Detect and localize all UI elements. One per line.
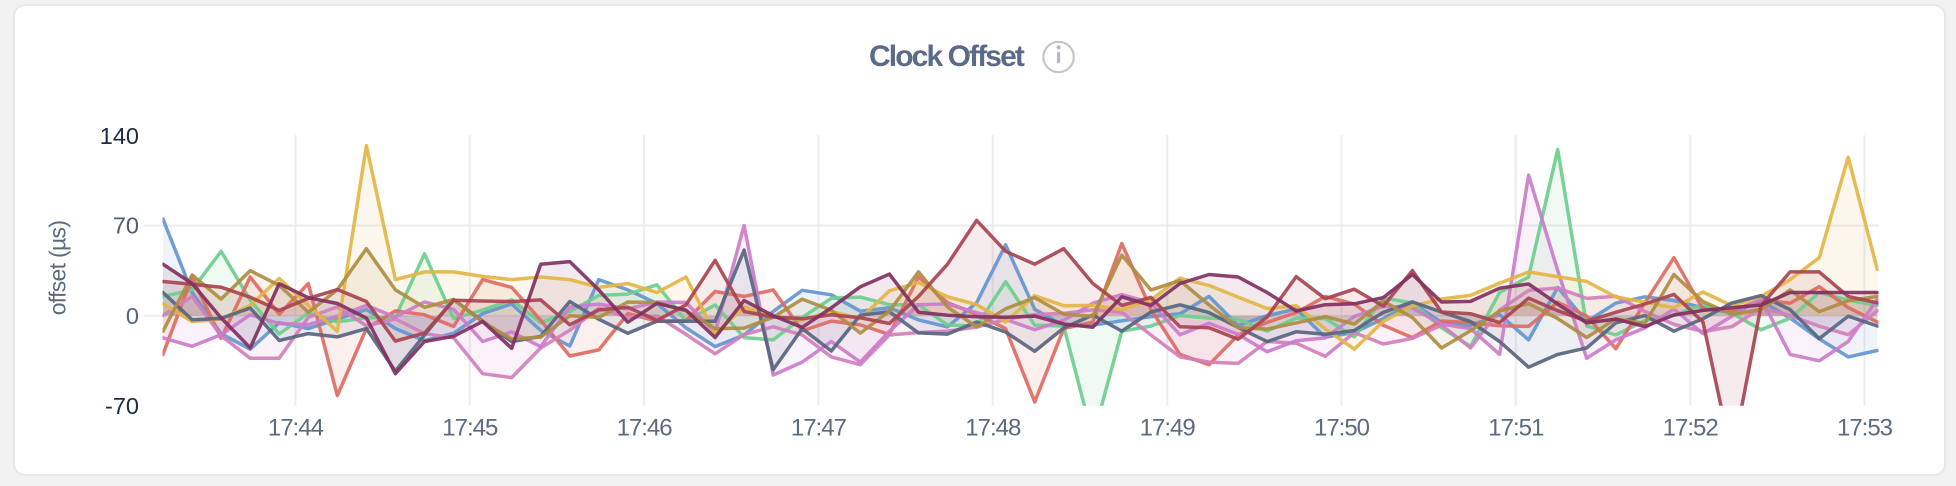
svg-text:70: 70 bbox=[113, 213, 139, 239]
svg-text:17:48: 17:48 bbox=[965, 415, 1021, 442]
svg-text:-70: -70 bbox=[105, 393, 139, 419]
svg-text:17:50: 17:50 bbox=[1314, 415, 1370, 442]
svg-text:Clock Offset: Clock Offset bbox=[869, 40, 1025, 73]
svg-text:140: 140 bbox=[100, 123, 139, 149]
svg-text:17:52: 17:52 bbox=[1663, 415, 1719, 442]
svg-text:17:46: 17:46 bbox=[617, 415, 673, 442]
svg-text:0: 0 bbox=[126, 303, 139, 329]
svg-text:17:44: 17:44 bbox=[268, 415, 324, 442]
svg-text:offset (µs): offset (µs) bbox=[45, 221, 71, 316]
svg-text:17:49: 17:49 bbox=[1140, 415, 1196, 442]
svg-text:17:53: 17:53 bbox=[1837, 415, 1893, 442]
svg-text:17:45: 17:45 bbox=[442, 415, 498, 442]
svg-text:17:51: 17:51 bbox=[1488, 415, 1544, 442]
svg-text:17:47: 17:47 bbox=[791, 415, 847, 442]
